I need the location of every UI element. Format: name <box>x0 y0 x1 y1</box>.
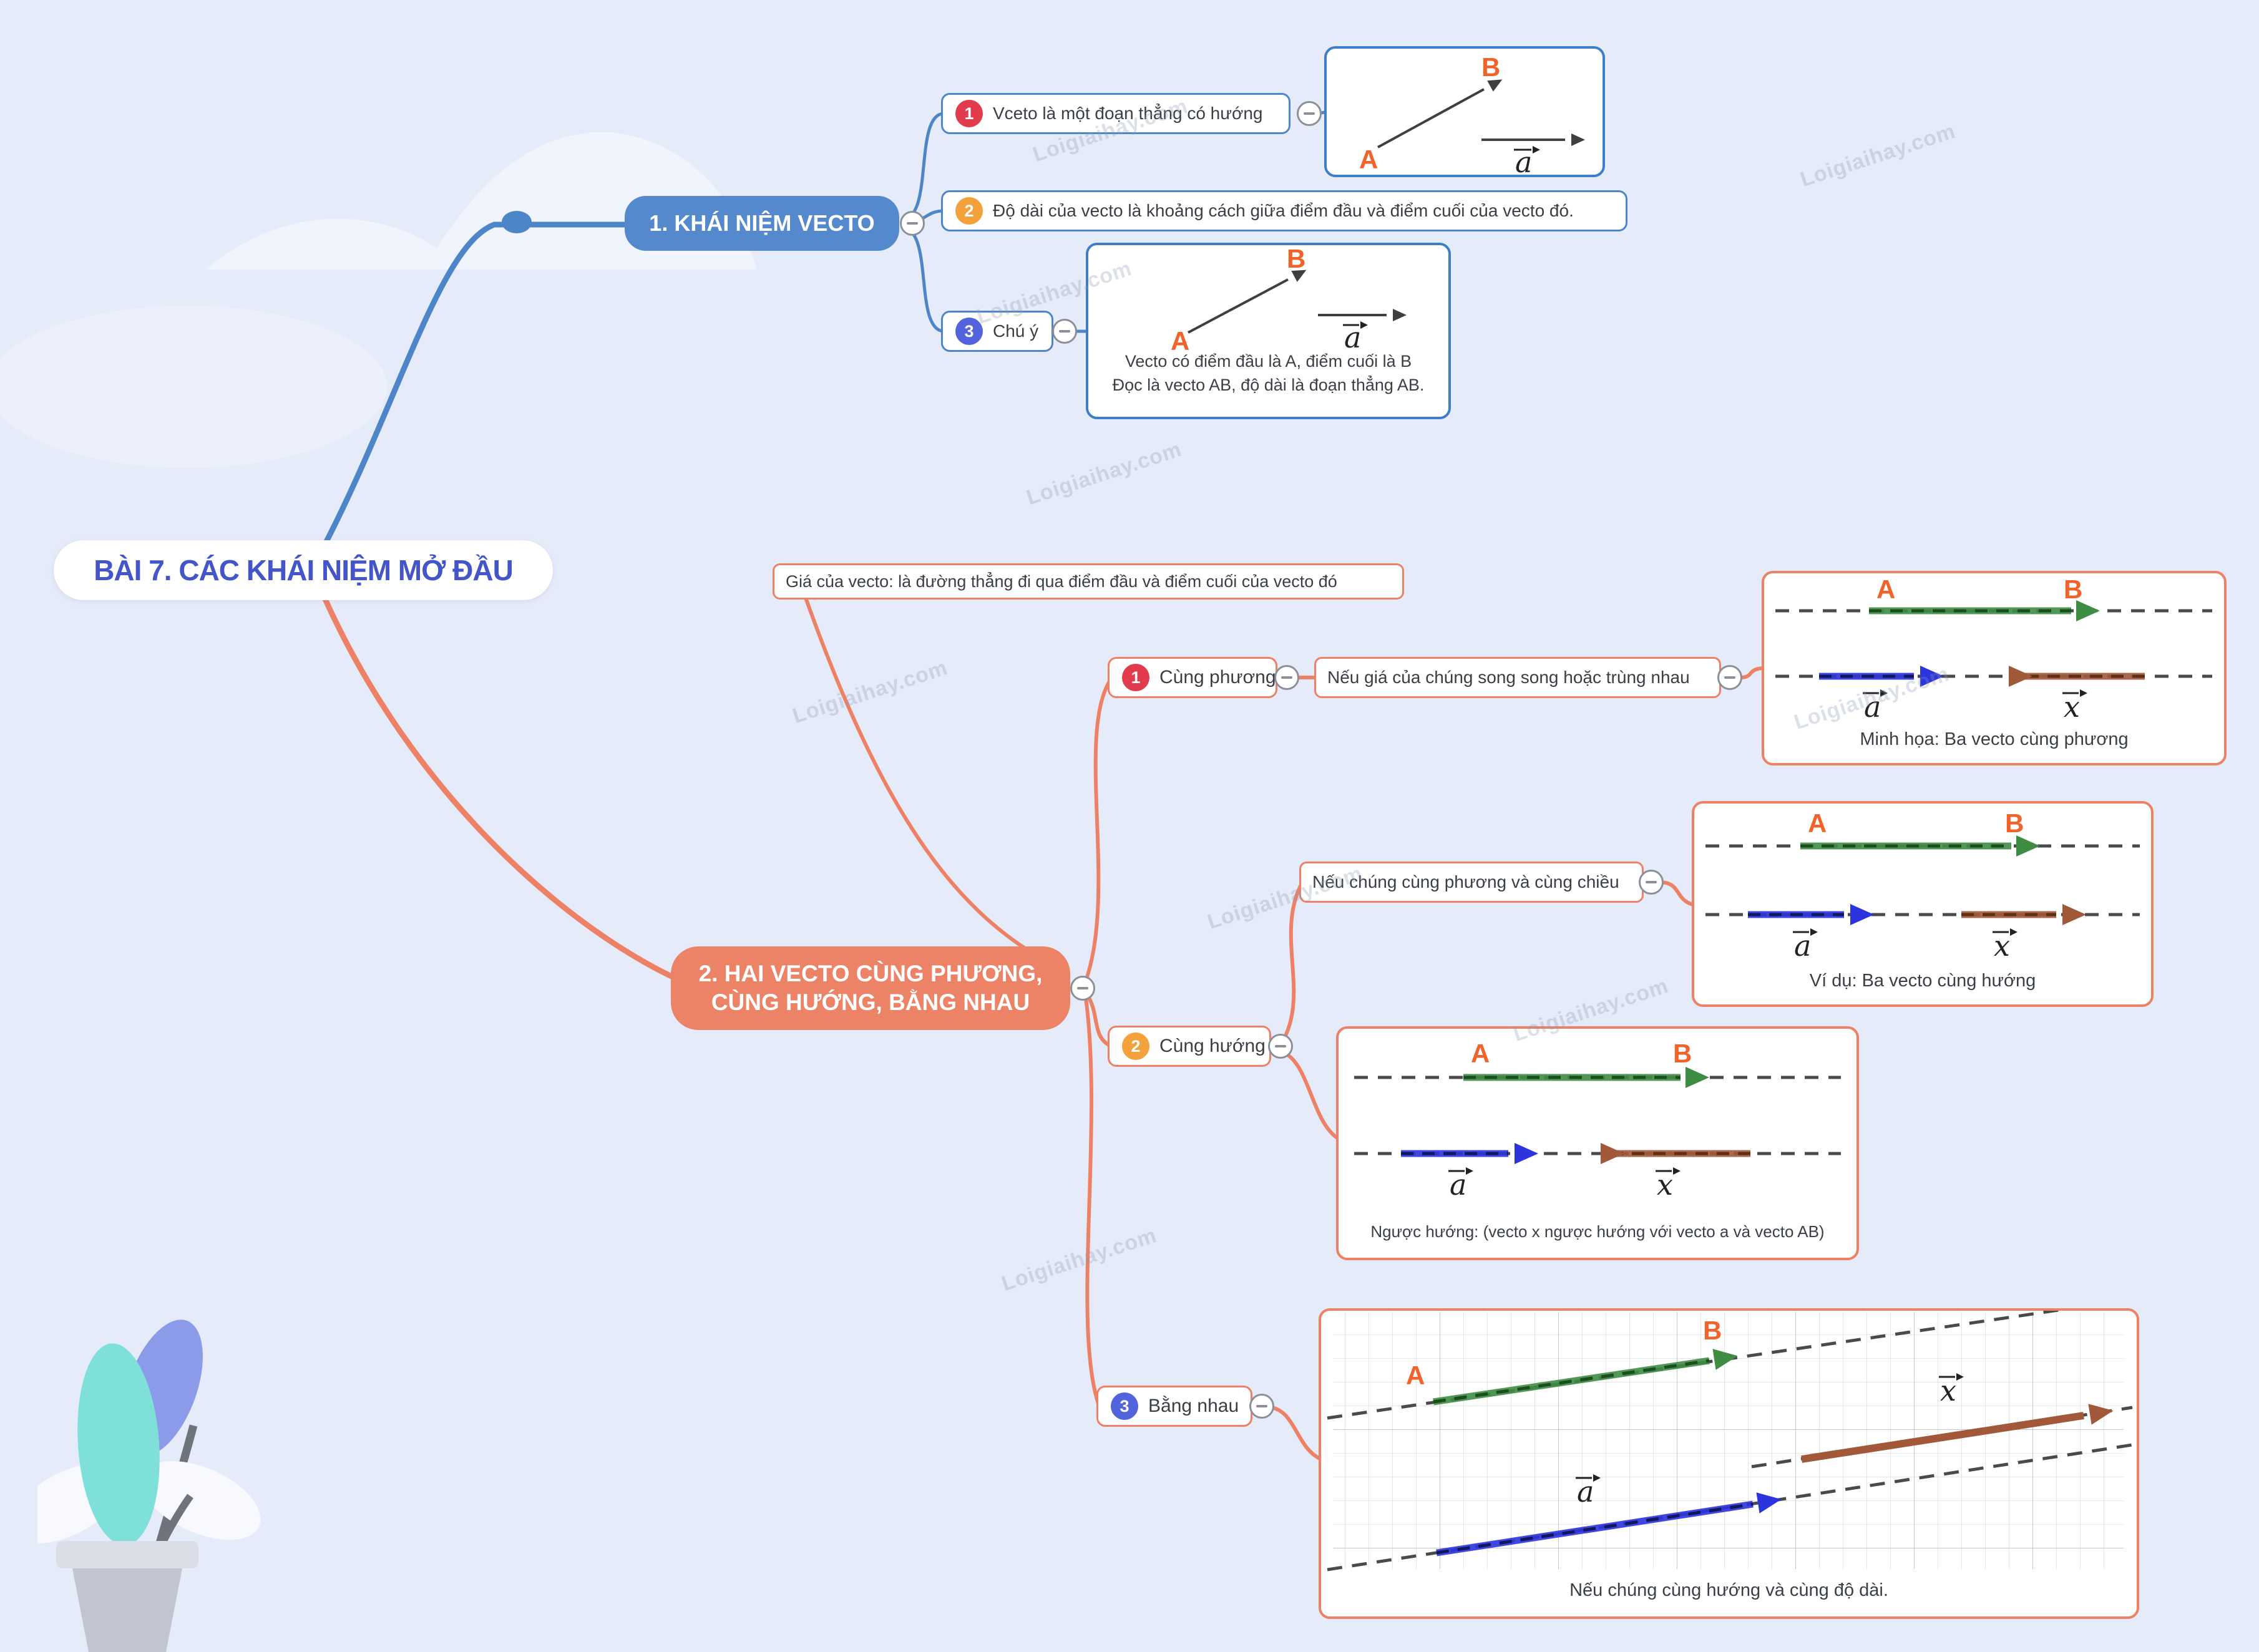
vector-a-label: a <box>1344 321 1361 350</box>
point-label-a: A <box>1808 809 1827 838</box>
collapse-button-branch2[interactable] <box>1070 976 1095 1001</box>
collapse-button-definition[interactable] <box>1297 101 1322 126</box>
diagram-caption: Ngược hướng: (vecto x ngược hướng với ve… <box>1370 1222 1825 1241</box>
root-title: BÀI 7. CÁC KHÁI NIỆM MỞ ĐẦU <box>94 554 514 586</box>
diagram-caption: Minh họa: Ba vecto cùng phương <box>1860 729 2129 749</box>
vector-diagram-svg: A B a <box>1359 52 1585 175</box>
collapse-button-branch1[interactable] <box>900 211 925 236</box>
point-label-b: B <box>1481 52 1500 82</box>
plant-pot-rim <box>56 1541 198 1568</box>
collapse-button-cung-huong[interactable] <box>1268 1034 1293 1059</box>
vector-a-label: a <box>1864 690 1881 724</box>
vector-x-label: x <box>2064 690 2080 724</box>
branch1-title: 1. KHÁI NIỆM VECTO <box>649 210 875 236</box>
item-number-badge: 2 <box>955 197 983 225</box>
point-label-b: B <box>1673 1039 1692 1068</box>
branch1-item-note[interactable]: 3 Chú ý <box>941 311 1053 352</box>
minus-icon <box>1256 1405 1267 1407</box>
item-number-badge: 2 <box>1122 1032 1149 1060</box>
branch2-item-cung-phuong[interactable]: 1 Cùng phương <box>1108 657 1277 698</box>
item-label: Cùng hướng <box>1159 1036 1266 1056</box>
note-diagram[interactable]: A B a Vecto có điểm đầu là A, điểm cuối … <box>1086 243 1451 419</box>
vector-a-label: a <box>1577 1475 1594 1509</box>
vector-a-label: a <box>1515 145 1532 175</box>
nguoc-huong-diagram[interactable]: A B a x Ngược hướng: (vecto x ngược hướn… <box>1336 1026 1859 1260</box>
item-text: Vceto là một đoạn thẳng có hướng <box>993 104 1263 123</box>
collapse-button-bang-nhau[interactable] <box>1249 1394 1274 1419</box>
vector-x-label: x <box>1940 1374 1956 1407</box>
cung-phuong-detail-box[interactable]: Nếu giá của chúng song song hoặc trùng n… <box>1314 657 1721 698</box>
minus-icon <box>1281 676 1292 679</box>
item-number-badge: 3 <box>955 318 983 345</box>
minus-icon <box>1724 676 1735 679</box>
branch1-item-length[interactable]: 2 Độ dài của vecto là khoảng cách giữa đ… <box>941 190 1627 231</box>
nguoc-huong-svg: A B a x <box>1354 1039 1841 1202</box>
branch2-node[interactable]: 2. HAI VECTO CÙNG PHƯƠNG, CÙNG HƯỚNG, BẰ… <box>671 946 1070 1030</box>
branch2-item-bang-nhau[interactable]: 3 Bằng nhau <box>1096 1386 1252 1427</box>
vi-du-diagram[interactable]: A B a x Ví dụ: Ba vecto cùng hướng <box>1692 801 2154 1007</box>
minus-icon <box>1304 112 1315 115</box>
minh-hoa-diagram[interactable]: A B a x Minh họa: Ba vecto cùng phương <box>1762 571 2227 765</box>
diagram-caption: Ví dụ: Ba vecto cùng hướng <box>1809 971 2036 991</box>
plant-decoration <box>37 1319 261 1652</box>
collapse-button-cung-phuong-detail[interactable] <box>1717 665 1742 690</box>
root-node[interactable]: BÀI 7. CÁC KHÁI NIỆM MỞ ĐẦU <box>54 540 553 600</box>
branch2-title-line2: CÙNG HƯỚNG, BẰNG NHAU <box>711 989 1030 1015</box>
point-label-a: A <box>1471 1039 1490 1068</box>
minh-hoa-svg: A B a x <box>1775 575 2212 724</box>
note-line-1: Vecto có điểm đầu là A, điểm cuối là B <box>1125 352 1412 371</box>
item-number-badge: 3 <box>1111 1392 1138 1420</box>
plant-pot <box>72 1568 182 1652</box>
point-label-a: A <box>1171 326 1189 350</box>
vector-x-label: x <box>1657 1168 1673 1202</box>
cung-huong-detail-box[interactable]: Nếu chúng cùng phương và cùng chiều <box>1299 862 1644 903</box>
branch1-node[interactable]: 1. KHÁI NIỆM VECTO <box>625 196 899 251</box>
bang-nhau-diagram[interactable]: A B x a Nếu chúng cùng hướng và cùng độ … <box>1319 1308 2139 1619</box>
plant-leaf-teal <box>77 1343 160 1545</box>
collapse-button-cung-phuong[interactable] <box>1274 665 1299 690</box>
item-text: Chú ý <box>993 321 1039 341</box>
item-text: Độ dài của vecto là khoảng cách giữa điể… <box>993 201 1574 220</box>
item-label: Bằng nhau <box>1148 1396 1239 1416</box>
minus-icon <box>1275 1045 1286 1047</box>
cloud-decoration-2 <box>0 306 387 468</box>
vector-a-label: a <box>1794 929 1811 963</box>
item-label: Cùng phương <box>1159 667 1276 688</box>
item-number-badge: 1 <box>1122 664 1149 691</box>
minus-icon <box>1077 987 1088 989</box>
gia-note-box[interactable]: Giá của vecto: là đường thẳng đi qua điể… <box>773 563 1404 600</box>
detail-text: Nếu giá của chúng song song hoặc trùng n… <box>1327 668 1690 687</box>
branch-junction-dot <box>502 211 532 233</box>
cloud-decoration <box>206 132 756 270</box>
branch1-item-definition[interactable]: 1 Vceto là một đoạn thẳng có hướng <box>941 93 1291 134</box>
collapse-button-cung-huong-detail[interactable] <box>1639 870 1664 895</box>
gia-note-text: Giá của vecto: là đường thẳng đi qua điể… <box>786 571 1337 591</box>
point-label-a: A <box>1876 575 1895 604</box>
point-label-b: B <box>1287 245 1305 273</box>
point-label-b: B <box>1703 1316 1722 1345</box>
bang-nhau-svg: A B x a <box>1327 1311 2133 1572</box>
vector-definition-diagram[interactable]: A B a <box>1324 46 1605 177</box>
item-number-badge: 1 <box>955 100 983 127</box>
branch2-item-cung-huong[interactable]: 2 Cùng hướng <box>1108 1026 1271 1067</box>
diagram-caption: Nếu chúng cùng hướng và cùng độ dài. <box>1569 1580 1888 1600</box>
point-label-b: B <box>2064 575 2082 604</box>
point-label-a: A <box>1406 1361 1425 1390</box>
minus-icon <box>1646 881 1657 883</box>
minus-icon <box>1059 330 1070 333</box>
note-diagram-svg: A B a <box>1171 245 1407 350</box>
point-label-a: A <box>1359 145 1378 174</box>
minus-icon <box>907 222 918 225</box>
branch2-title-line1: 2. HAI VECTO CÙNG PHƯƠNG, <box>698 960 1043 986</box>
collapse-button-note[interactable] <box>1052 319 1077 344</box>
point-label-b: B <box>2005 809 2024 838</box>
vector-x-label: x <box>1994 929 2010 963</box>
vector-a-label: a <box>1450 1168 1466 1202</box>
vi-du-svg: A B a x <box>1705 809 2140 963</box>
note-line-2: Đọc là vecto AB, độ dài là đoạn thẳng AB… <box>1112 375 1425 394</box>
detail-text: Nếu chúng cùng phương và cùng chiều <box>1312 872 1619 892</box>
